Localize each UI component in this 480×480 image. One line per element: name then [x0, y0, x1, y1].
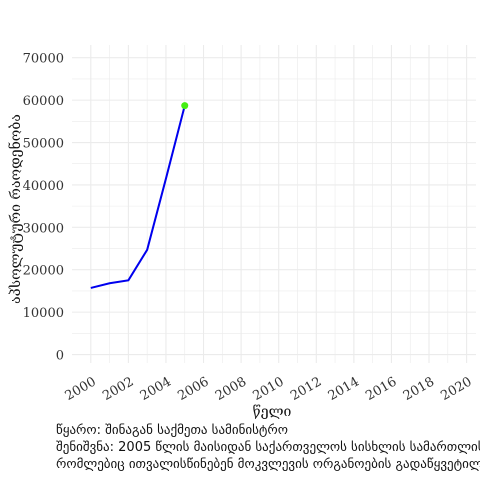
x-tick-label: 2006: [175, 374, 211, 404]
x-axis-ticks: 2000 2002 2004 2006 2008 2010 2012 2014 2016 2018…: [63, 374, 475, 404]
y-tick-label: 70000: [23, 52, 64, 67]
x-tick-label: 2020: [438, 374, 474, 404]
x-axis-title: წელი: [253, 403, 292, 420]
caption-note: შენიშვნა: 2005 წლის მაისიდან საქართველოს…: [56, 440, 480, 455]
x-tick-label: 2004: [138, 374, 174, 404]
x-tick-label: 2014: [326, 374, 362, 404]
y-axis-title: აპსოლუტური რაოდენობა: [6, 114, 24, 304]
series-line: [90, 105, 186, 289]
grid: [72, 45, 476, 363]
x-tick-label: 2012: [288, 374, 324, 404]
x-tick-label: 2008: [213, 374, 249, 404]
y-tick-label: 10000: [23, 306, 64, 321]
x-tick-label: 2002: [100, 374, 136, 404]
y-tick-label: 30000: [23, 221, 64, 236]
caption-source: წყარო: შინაგან საქმეთა სამინისტრო: [56, 423, 288, 438]
x-tick-label: 2010: [251, 374, 287, 404]
y-tick-label: 0: [56, 349, 64, 364]
x-tick-label: 2018: [401, 374, 437, 404]
y-tick-label: 60000: [23, 94, 64, 109]
y-axis-ticks: 0 10000 20000 30000 40000 50000 60000 70000: [23, 52, 64, 364]
data-series: [90, 102, 189, 289]
y-tick-label: 20000: [23, 264, 64, 279]
x-tick-label: 2016: [363, 374, 399, 404]
y-tick-label: 40000: [23, 179, 64, 194]
caption-note-continued: რომლებიც ითვალისწინებენ მოკვლევის ორგანო…: [56, 457, 480, 472]
y-tick-label: 50000: [23, 137, 64, 152]
highlight-point: [181, 102, 189, 110]
x-tick-label: 2000: [63, 374, 99, 404]
